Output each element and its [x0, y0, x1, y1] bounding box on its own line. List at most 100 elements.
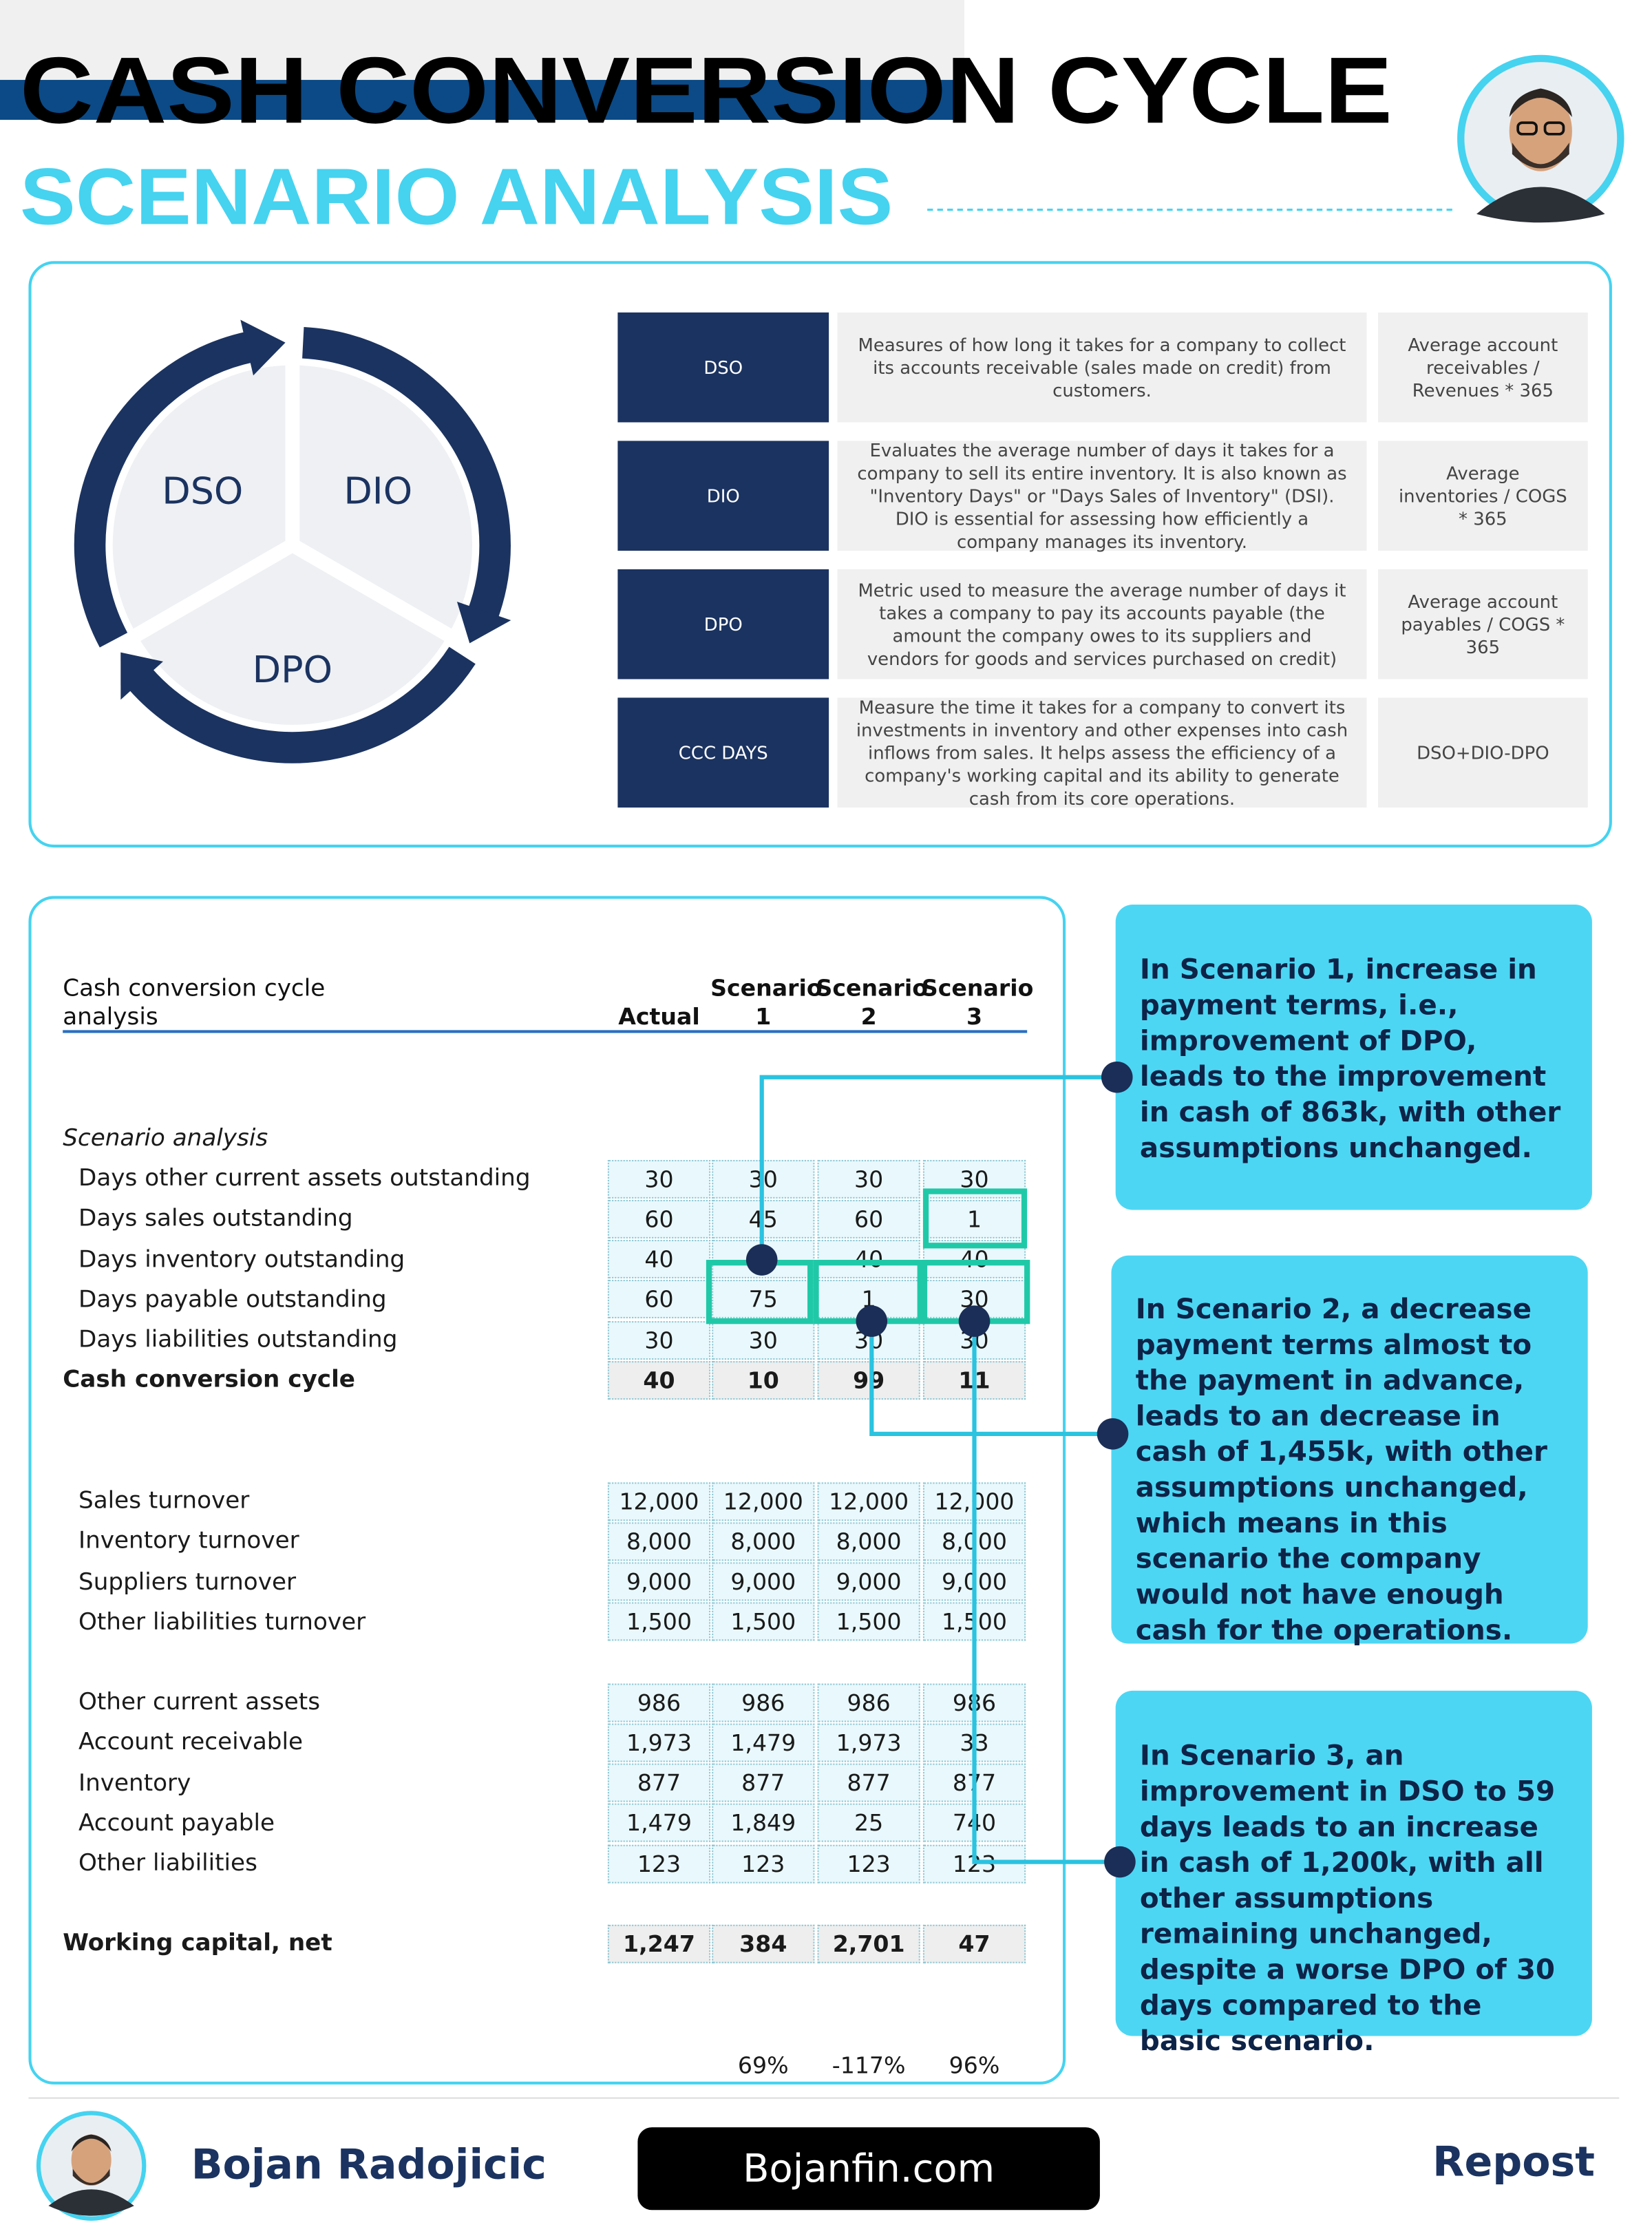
subtitle: SCENARIO ANALYSIS: [20, 151, 893, 241]
definition-formula: DSO+DIO-DPO: [1378, 697, 1588, 808]
table-title: Cash conversion cycle analysis: [63, 974, 326, 1031]
table-cell: 40: [817, 1240, 920, 1279]
table-cell: 40: [607, 1240, 711, 1279]
table-cell: 1,479: [712, 1723, 815, 1762]
arrow-arc: [74, 331, 254, 648]
row-label: Days other current assets outstanding: [78, 1164, 531, 1192]
table-cell: 877: [712, 1763, 815, 1802]
table-cell: 8,000: [607, 1521, 711, 1561]
percent-cell: 96%: [949, 2052, 1000, 2079]
table-cell: 30: [922, 1159, 1026, 1198]
row-label: Other liabilities turnover: [78, 1607, 366, 1635]
table-cell: 8,000: [712, 1521, 815, 1561]
table-cell: 12,000: [607, 1481, 711, 1521]
column-header: Scenario 1: [710, 974, 823, 1031]
table-cell: 30: [922, 1320, 1026, 1360]
row-band: [0, 40, 965, 81]
table-cell: 877: [922, 1763, 1026, 1802]
table-cell: 9,000: [607, 1562, 711, 1601]
cycle-label: DSO: [162, 470, 243, 513]
table-cell: 123: [712, 1844, 815, 1884]
table-cell: 25: [817, 1804, 920, 1843]
table-cell: 12,000: [922, 1481, 1026, 1521]
table-cell: 1,200: [942, 2011, 1007, 2038]
table-cell: 1,479: [607, 1804, 711, 1843]
row-label: Cash conversion cycle: [63, 1365, 356, 1393]
row-label: Other liabilities: [78, 1849, 257, 1877]
definitions-panel: [28, 261, 1612, 848]
table-cell: 123: [817, 1844, 920, 1884]
table-cell: 123: [607, 1844, 711, 1884]
arrow-head: [240, 319, 286, 376]
cycle-label: DPO: [253, 648, 332, 691]
definition-formula: Average inventories / COGS * 365: [1378, 441, 1588, 551]
table-cell: 11: [922, 1360, 1026, 1400]
callout: In Scenario 1, increase in payment terms…: [1115, 904, 1592, 1210]
table-cell: 9,000: [817, 1562, 920, 1601]
table-cell: 2,701: [817, 1923, 920, 1963]
table-cell: 1: [817, 1280, 920, 1319]
table-cell: 1,500: [712, 1603, 815, 1642]
author-name: Bojan Radojicic: [191, 2140, 547, 2189]
table-cell: -1,455: [832, 2011, 906, 2038]
section-label: Scenario analysis: [63, 1124, 268, 1152]
table-cell: 30: [712, 1320, 815, 1360]
table-cell: 9,000: [712, 1562, 815, 1601]
row-label: Days sales outstanding: [78, 1204, 353, 1232]
table-cell: 45: [712, 1199, 815, 1238]
row-band: [0, 0, 965, 41]
row-label: Impact on cash: [78, 2010, 259, 2038]
website-button[interactable]: Bojanfin.com: [637, 2127, 1100, 2211]
table-cell: 1,247: [607, 1923, 711, 1963]
table-cell: 986: [817, 1683, 920, 1722]
table-cell: 740: [922, 1804, 1026, 1843]
arrow-arc: [127, 646, 476, 763]
row-label: Working capital, net: [63, 1929, 332, 1956]
table-cell: 123: [922, 1844, 1026, 1884]
footer-avatar: [36, 2111, 147, 2221]
table-cell: 60: [607, 1199, 711, 1238]
callout: In Scenario 3, an improvement in DSO to …: [1115, 1690, 1592, 2058]
table-cell: 1,973: [817, 1723, 920, 1762]
row-label: Sales turnover: [78, 1486, 250, 1514]
table-cell: 12,000: [817, 1481, 920, 1521]
column-header: Actual: [618, 1002, 700, 1031]
table-cell: 877: [607, 1763, 711, 1802]
definition-formula: Average account receivables / Revenues *…: [1378, 312, 1588, 423]
column-header: Scenario 2: [816, 974, 928, 1031]
table-cell: 10: [712, 1360, 815, 1400]
definition-term: DIO: [617, 441, 829, 551]
repost-button[interactable]: Repost: [1432, 2137, 1596, 2186]
row-label: Account payable: [78, 1808, 275, 1837]
table-cell: 40: [607, 1360, 711, 1400]
arrow-head: [456, 602, 511, 644]
percent-cell: -117%: [832, 2052, 906, 2079]
table-cell: 30: [712, 1159, 815, 1198]
definition-text: Measure the time it takes for a company …: [837, 695, 1367, 808]
definition-term: DPO: [617, 569, 829, 679]
table-cell: 1,849: [712, 1804, 815, 1843]
title: CASH CONVERSION CYCLE: [20, 37, 1392, 143]
row-label: Inventory turnover: [78, 1527, 299, 1554]
definition-text: Metric used to measure the average numbe…: [837, 569, 1367, 679]
table-cell: 30: [607, 1320, 711, 1360]
table-cell: 877: [817, 1763, 920, 1802]
cycle-label: DIO: [343, 470, 412, 513]
row-label: Other current assets: [78, 1687, 321, 1716]
definition-term: DSO: [617, 312, 829, 423]
table-cell: 60: [607, 1280, 711, 1319]
table-cell: 1,500: [922, 1603, 1026, 1642]
arrow-head: [120, 652, 163, 700]
table-cell: 1,500: [607, 1603, 711, 1642]
row-band: [0, 80, 965, 120]
row-label: Days inventory outstanding: [78, 1245, 405, 1272]
row-label: Days payable outstanding: [78, 1285, 387, 1313]
table-cell: 99: [817, 1360, 920, 1400]
definition-text: Measures of how long it takes for a comp…: [837, 312, 1367, 423]
row-label: Days liabilities outstanding: [78, 1325, 398, 1353]
row-label: Account receivable: [78, 1728, 304, 1755]
definition-formula: Average account payables / COGS * 365: [1378, 569, 1588, 679]
table-cell: 8,000: [817, 1521, 920, 1561]
table-cell: 8,000: [922, 1521, 1026, 1561]
